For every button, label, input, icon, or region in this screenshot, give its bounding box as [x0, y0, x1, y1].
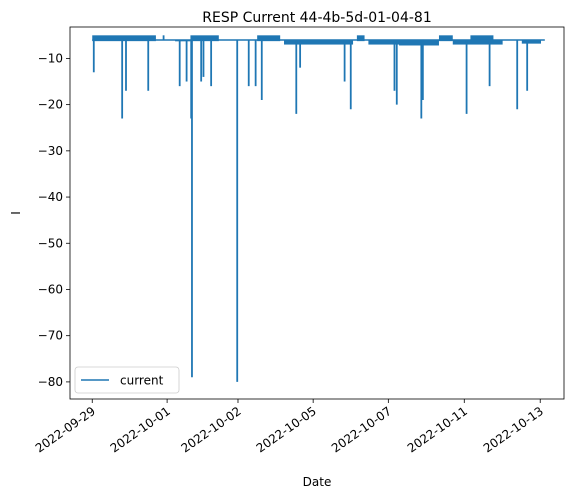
- legend-label-current: current: [120, 374, 164, 388]
- series-lower-band: [284, 39, 354, 45]
- y-tick-label: −40: [38, 190, 63, 204]
- x-tick-label: 2022-10-02: [179, 404, 244, 455]
- y-tick-label: −10: [38, 51, 63, 65]
- x-tick-label: 2022-10-05: [254, 404, 319, 455]
- series-lower-band: [175, 39, 191, 42]
- series-lower-band: [399, 39, 439, 46]
- series-dense-segment: [438, 35, 453, 42]
- series-lower-band: [452, 39, 503, 45]
- series-dense-segment: [356, 35, 365, 42]
- plot-area: [69, 26, 565, 400]
- legend-box: [74, 366, 180, 394]
- series-dense-segment: [92, 35, 156, 42]
- y-tick-label: −50: [38, 236, 63, 250]
- x-tick-label: 2022-09-29: [33, 404, 98, 455]
- chart-title: RESP Current 44-4b-5d-01-04-81: [202, 10, 432, 26]
- series-dense-segment: [257, 35, 281, 42]
- series-dense-segment: [470, 35, 494, 42]
- y-tick-label: −70: [38, 329, 63, 343]
- y-axis-label: I: [9, 211, 23, 215]
- series-lower-band: [521, 39, 541, 44]
- plot-frame: [69, 26, 565, 400]
- y-tick-label: −80: [38, 375, 63, 389]
- x-axis-label: Date: [303, 475, 332, 489]
- x-tick-label: 2022-10-07: [329, 404, 394, 455]
- series-current: [92, 35, 545, 382]
- series-dense-segment: [190, 35, 219, 42]
- y-tick-label: −20: [38, 98, 63, 112]
- y-axis: −10 −20 −30 −40 −50 −60 −70 −80: [38, 51, 70, 389]
- y-tick-label: −30: [38, 144, 63, 158]
- x-tick-label: 2022-10-01: [108, 404, 173, 455]
- legend: current: [74, 366, 180, 394]
- x-axis: 2022-09-29 2022-10-01 2022-10-02 2022-10-05…: [33, 399, 546, 455]
- y-tick-label: −60: [38, 282, 63, 296]
- x-tick-label: 2022-10-11: [405, 404, 470, 455]
- x-tick-label: 2022-10-13: [481, 404, 546, 455]
